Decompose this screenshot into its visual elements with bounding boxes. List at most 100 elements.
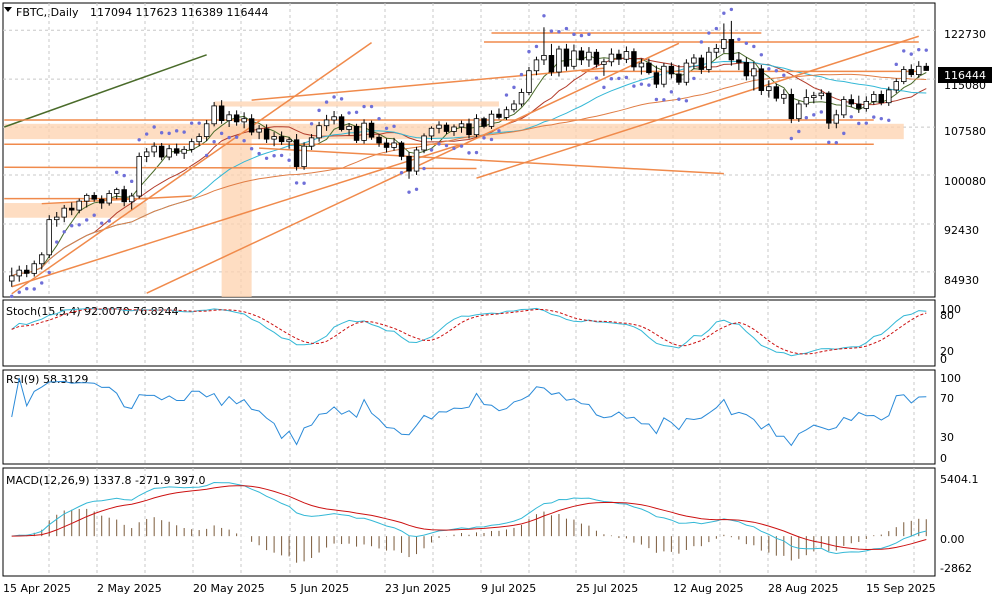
bull-candle bbox=[83, 194, 90, 202]
bear-candle bbox=[578, 50, 585, 61]
sar-dot bbox=[452, 146, 456, 151]
bear-candle bbox=[398, 142, 405, 157]
sar-dot bbox=[864, 121, 868, 125]
sar-dot bbox=[902, 49, 906, 53]
date-tick-label: 25 Jul 2025 bbox=[576, 582, 638, 595]
bull-candle bbox=[286, 139, 292, 143]
sar-dot bbox=[722, 11, 726, 15]
bull-candle bbox=[421, 135, 427, 151]
bull-candle bbox=[488, 113, 495, 127]
bull-candle bbox=[128, 195, 135, 203]
bull-candle bbox=[518, 92, 525, 105]
sar-dot bbox=[744, 41, 749, 45]
bull-candle bbox=[766, 86, 772, 91]
bull-candle bbox=[608, 53, 615, 63]
bear-candle bbox=[736, 59, 742, 63]
sar-dot bbox=[189, 121, 194, 125]
sar-dot bbox=[182, 130, 186, 134]
macd-signal-line bbox=[11, 485, 927, 551]
bear-candle bbox=[218, 105, 225, 122]
panel-borders bbox=[2, 2, 936, 577]
bull-candle bbox=[526, 70, 532, 93]
sar-dot bbox=[504, 93, 509, 97]
macd-tick-label: 5404.1 bbox=[940, 473, 979, 486]
sar-dot bbox=[25, 286, 29, 291]
bull-candle bbox=[151, 145, 157, 153]
bear-candle bbox=[121, 189, 127, 203]
trend-line bbox=[41, 195, 192, 205]
sar-dot bbox=[654, 97, 659, 102]
chart-header: FBTC,,Daily 117094 117623 116389 116444 bbox=[4, 6, 268, 19]
price-tick-label: 100080 bbox=[944, 175, 986, 188]
sar-dot bbox=[392, 124, 396, 129]
bull-candle bbox=[61, 207, 67, 218]
bull-candle bbox=[53, 216, 60, 221]
bull-candle bbox=[916, 65, 922, 75]
bull-candle bbox=[46, 219, 52, 256]
bull-candle bbox=[511, 103, 517, 111]
bear-candle bbox=[908, 69, 914, 75]
sar-dot bbox=[347, 111, 351, 115]
sar-dot bbox=[759, 53, 764, 57]
bull-candle bbox=[136, 155, 142, 197]
date-axis: 15 Apr 2025 2 May 2025 20 May 2025 5 Jun… bbox=[3, 582, 936, 595]
bull-candle bbox=[39, 254, 45, 265]
candles bbox=[9, 20, 929, 287]
bear-candle bbox=[848, 99, 855, 105]
bull-candle bbox=[211, 105, 217, 125]
date-tick-label: 12 Aug 2025 bbox=[673, 582, 743, 595]
bear-candle bbox=[406, 155, 412, 172]
bear-candle bbox=[353, 125, 360, 141]
bull-candle bbox=[346, 125, 352, 130]
sar-dot bbox=[40, 281, 44, 285]
bull-candle bbox=[323, 119, 330, 127]
bull-candle bbox=[451, 126, 457, 132]
bear-candle bbox=[233, 114, 240, 123]
sar-dot bbox=[339, 97, 344, 101]
bear-candle bbox=[68, 207, 75, 211]
collapse-triangle-icon[interactable] bbox=[4, 7, 12, 12]
sar-dot bbox=[564, 26, 569, 31]
sar-dot bbox=[594, 76, 599, 80]
bear-candle bbox=[593, 51, 600, 65]
bull-candle bbox=[721, 39, 727, 49]
sar-dot bbox=[264, 156, 269, 161]
sar-dot bbox=[714, 26, 719, 31]
bear-candle bbox=[923, 65, 929, 71]
sar-dot bbox=[324, 100, 329, 104]
bear-candle bbox=[158, 145, 165, 158]
bull-candle bbox=[76, 200, 82, 211]
bull-candle bbox=[361, 122, 367, 141]
sar-dot bbox=[729, 7, 734, 12]
sar-dot bbox=[782, 73, 786, 77]
sar-dot bbox=[437, 142, 441, 146]
grid-lines bbox=[3, 3, 935, 576]
bear-candle bbox=[368, 122, 375, 138]
sar-dot bbox=[99, 221, 104, 225]
sar-dot bbox=[767, 67, 771, 71]
sar-dot bbox=[249, 147, 254, 151]
sar-dot bbox=[384, 126, 389, 130]
sar-dot bbox=[287, 158, 291, 162]
ma-fast-line bbox=[11, 51, 927, 277]
sar-dot bbox=[879, 116, 883, 121]
bull-candle bbox=[181, 148, 187, 154]
sar-dot bbox=[647, 83, 651, 87]
bull-candle bbox=[571, 50, 577, 67]
sar-dot bbox=[834, 140, 839, 145]
sar-dot bbox=[197, 121, 201, 125]
sar-dot bbox=[114, 170, 119, 175]
sar-dot bbox=[707, 31, 711, 35]
bear-candle bbox=[91, 194, 97, 200]
bear-candle bbox=[24, 269, 30, 274]
sar-dot bbox=[152, 125, 156, 129]
sar-dot bbox=[174, 129, 179, 133]
sar-dot bbox=[827, 140, 831, 145]
bear-candle bbox=[646, 62, 652, 74]
sar-dot bbox=[669, 90, 674, 94]
sar-dot bbox=[699, 40, 704, 44]
sar-dot bbox=[632, 84, 636, 88]
date-tick-label: 5 Jun 2025 bbox=[290, 582, 349, 595]
